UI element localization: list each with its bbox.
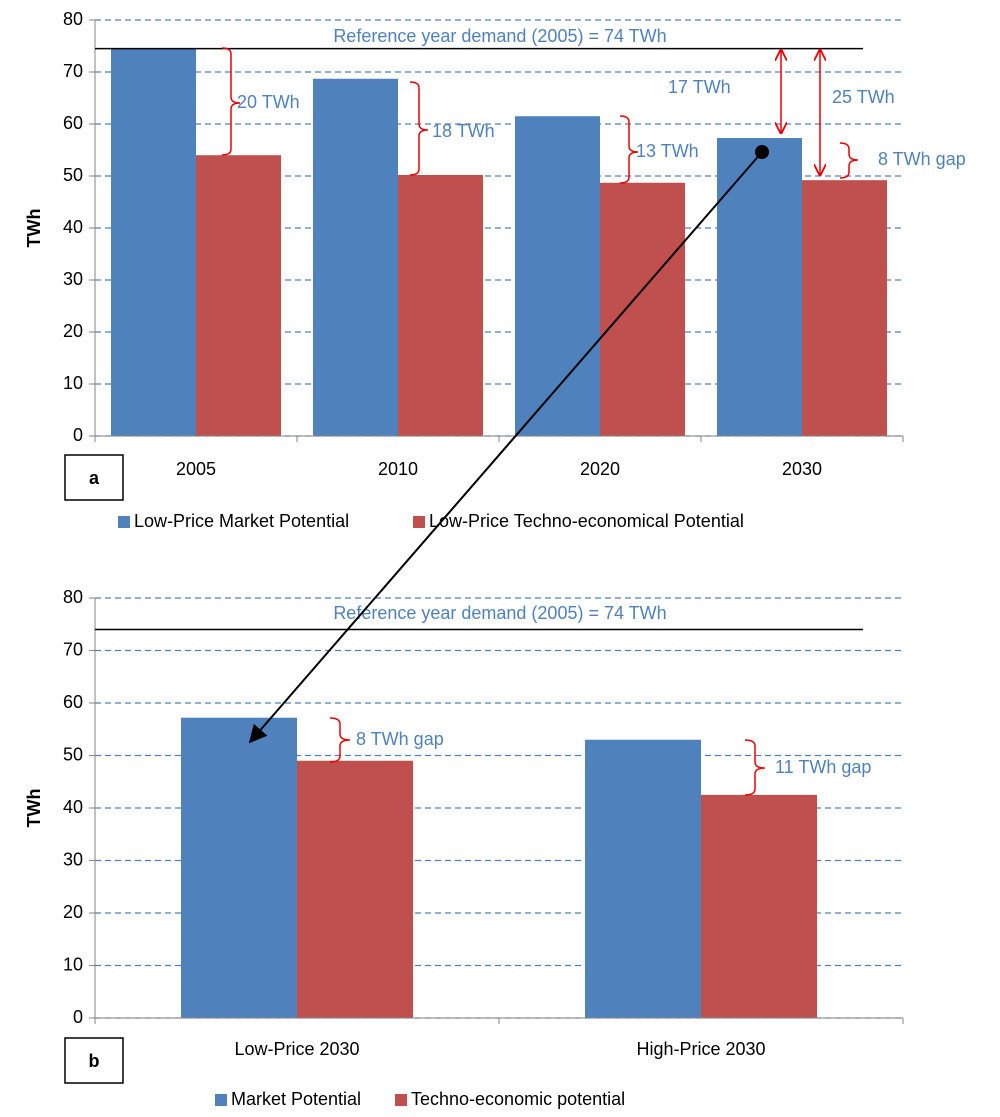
- legend-label: Low-Price Market Potential: [134, 511, 349, 531]
- x-tick-label: 2030: [782, 459, 822, 479]
- annotation: 11 TWh gap: [775, 757, 871, 777]
- legend-label: Techno-economic potential: [411, 1089, 625, 1109]
- bar: [600, 182, 685, 436]
- legend-label: Low-Price Techno-economical Potential: [429, 511, 744, 531]
- y-tick-label: 0: [73, 425, 83, 445]
- x-tick-label: 2010: [378, 459, 418, 479]
- bar: [398, 174, 483, 436]
- x-tick-label: High-Price 2030: [636, 1039, 765, 1059]
- annotation: 25 TWh: [832, 87, 895, 107]
- link-arrow: [248, 151, 763, 744]
- bar: [802, 180, 887, 436]
- x-tick-label: Low-Price 2030: [234, 1039, 359, 1059]
- bar: [515, 116, 600, 436]
- annotation: 17 TWh: [668, 77, 731, 97]
- panel-box: [64, 1037, 124, 1084]
- bar: [196, 155, 281, 436]
- annotation: 18 TWh: [432, 121, 495, 141]
- y-tick-label: 20: [63, 902, 83, 922]
- brace: [839, 142, 859, 179]
- panel-label: a: [89, 468, 100, 488]
- reference-label: Reference year demand (2005) = 74 TWh: [333, 26, 666, 46]
- y-tick-label: 10: [63, 954, 83, 974]
- brace: [619, 115, 639, 184]
- link-dot: [755, 145, 769, 159]
- legend-swatch: [413, 516, 425, 528]
- y-tick-label: 80: [63, 9, 83, 29]
- y-tick-label: 60: [63, 113, 83, 133]
- y-tick-label: 70: [63, 61, 83, 81]
- bar: [111, 48, 196, 436]
- bar: [181, 717, 297, 1018]
- y-tick-label: 30: [63, 269, 83, 289]
- legend-swatch: [118, 516, 130, 528]
- panel-label: b: [89, 1051, 100, 1071]
- annotation: 20 TWh: [237, 92, 300, 112]
- y-tick-label: 70: [63, 639, 83, 659]
- brace: [409, 81, 429, 176]
- y-tick-label: 80: [63, 587, 83, 607]
- annotation: 8 TWh gap: [356, 729, 444, 749]
- legend-swatch: [215, 1094, 227, 1106]
- y-tick-label: 30: [63, 849, 83, 869]
- brace: [744, 739, 766, 796]
- y-axis-title: TWh: [24, 789, 44, 828]
- y-axis-title: TWh: [24, 209, 44, 248]
- y-tick-label: 40: [63, 797, 83, 817]
- y-tick-label: 10: [63, 373, 83, 393]
- y-tick-label: 40: [63, 217, 83, 237]
- y-tick-label: 50: [63, 744, 83, 764]
- y-tick-label: 20: [63, 321, 83, 341]
- bar: [313, 78, 398, 436]
- annotation: 8 TWh gap: [878, 149, 966, 169]
- bar: [701, 794, 817, 1018]
- legend-label: Market Potential: [231, 1089, 361, 1109]
- bar: [585, 739, 701, 1018]
- panel-box: [64, 454, 124, 501]
- bar: [717, 138, 802, 437]
- x-tick-label: 2020: [580, 459, 620, 479]
- legend-swatch: [395, 1094, 407, 1106]
- y-tick-label: 60: [63, 692, 83, 712]
- y-tick-label: 50: [63, 165, 83, 185]
- annotation: 13 TWh: [636, 141, 699, 161]
- y-tick-label: 0: [73, 1007, 83, 1027]
- brace: [221, 47, 241, 156]
- brace: [329, 717, 351, 763]
- reference-label: Reference year demand (2005) = 74 TWh: [333, 603, 666, 623]
- bar: [297, 760, 413, 1018]
- x-tick-label: 2005: [176, 459, 216, 479]
